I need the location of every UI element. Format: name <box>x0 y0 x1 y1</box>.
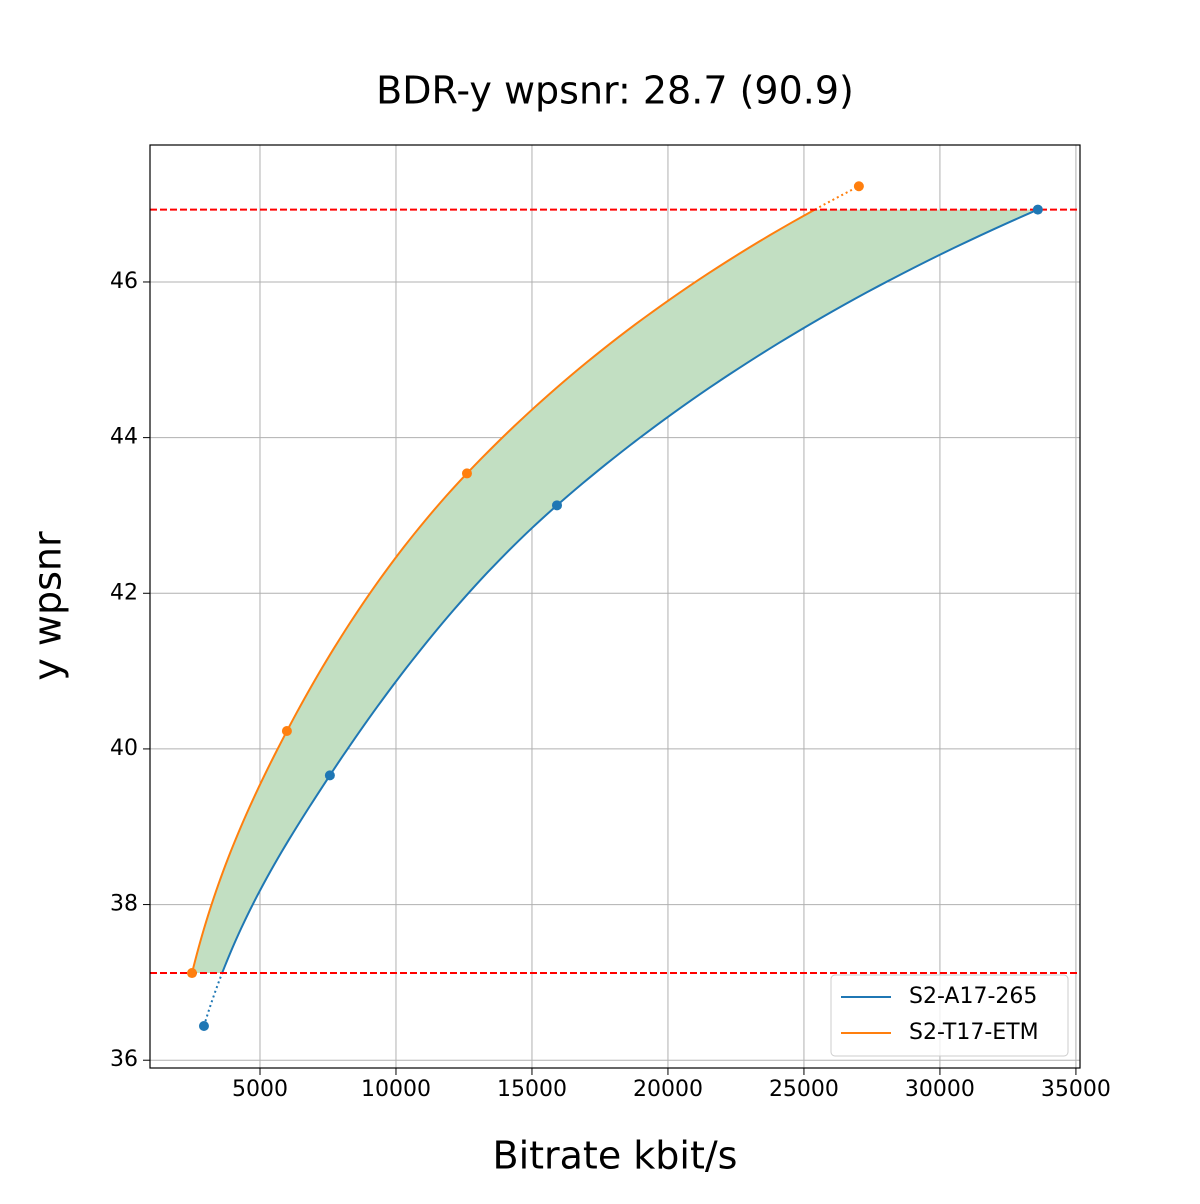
y-tick-label: 38 <box>110 892 138 917</box>
x-tick-label: 25000 <box>769 1077 839 1102</box>
y-tick-label: 44 <box>110 425 138 450</box>
legend-box <box>830 974 1069 1057</box>
point <box>186 968 197 979</box>
point <box>324 770 335 781</box>
x-tick-label: 35000 <box>1041 1077 1111 1102</box>
fit-curve <box>221 208 1039 974</box>
y-axis-label: y wpsnr <box>26 531 70 681</box>
y-tick-label: 46 <box>110 269 138 294</box>
plot-frame <box>149 144 1081 1069</box>
x-tick-label: 5000 <box>232 1077 288 1102</box>
legend-label: S2-T17-ETM <box>909 1020 1039 1045</box>
y-tick-label: 40 <box>110 736 138 761</box>
extrapolation <box>814 185 860 211</box>
extrapolation <box>203 972 224 1027</box>
point <box>461 468 472 479</box>
x-tick-label: 30000 <box>905 1077 975 1102</box>
y-tick-label: 42 <box>110 580 138 605</box>
point <box>1032 204 1043 215</box>
x-tick-label: 20000 <box>633 1077 703 1102</box>
point <box>551 500 562 511</box>
legend-label: S2-A17-265 <box>909 984 1037 1009</box>
point <box>853 181 864 192</box>
point <box>198 1020 209 1031</box>
x-tick-label: 10000 <box>361 1077 431 1102</box>
x-tick-label: 15000 <box>497 1077 567 1102</box>
chart-title: BDR-y wpsnr: 28.7 (90.9) <box>376 69 854 113</box>
point <box>281 726 292 737</box>
fit-curve <box>191 208 816 974</box>
y-tick-label: 36 <box>110 1047 138 1072</box>
x-axis-label: Bitrate kbit/s <box>493 1134 738 1178</box>
bd-area <box>191 209 1038 974</box>
